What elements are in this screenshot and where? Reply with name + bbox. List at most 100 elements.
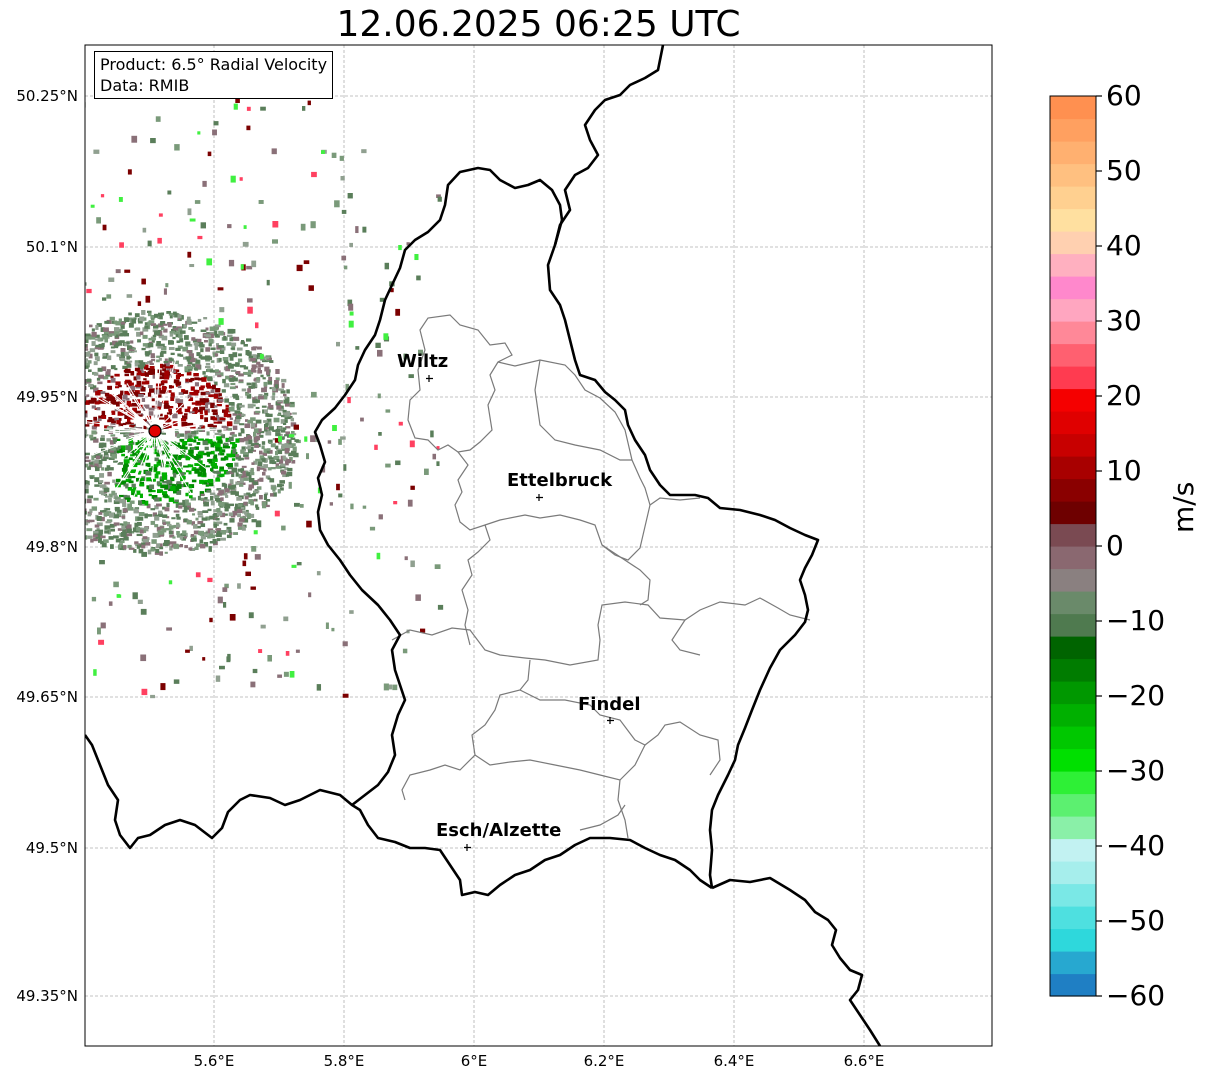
radar-echo xyxy=(123,459,130,464)
radar-echo xyxy=(34,449,38,452)
radar-echo xyxy=(221,449,226,453)
radar-echo xyxy=(272,429,277,432)
radar-echo xyxy=(96,522,103,527)
radar-echo xyxy=(88,353,93,359)
radar-echo xyxy=(281,383,285,388)
radar-echo xyxy=(146,485,151,490)
radar-echo xyxy=(175,381,182,385)
radar-echo xyxy=(242,241,249,247)
radar-echo xyxy=(34,374,38,377)
radar-echo xyxy=(115,438,121,441)
radar-echo xyxy=(138,500,143,506)
radar-echo xyxy=(220,457,226,461)
colorbar-tick-50: 50 xyxy=(1106,154,1142,187)
radar-echo xyxy=(89,348,96,353)
radar-echo xyxy=(148,467,153,472)
radar-echo xyxy=(150,353,155,359)
radar-echo xyxy=(398,421,403,426)
radar-echo xyxy=(144,322,149,326)
colorbar-segment xyxy=(1050,838,1096,862)
radar-echo xyxy=(167,523,172,527)
radar-echo xyxy=(148,320,155,324)
colorbar-tick-neg30: −30 xyxy=(1106,754,1166,787)
radar-echo xyxy=(121,532,127,537)
radar-echo xyxy=(91,455,95,461)
radar-echo xyxy=(164,414,169,418)
radar-echo xyxy=(271,461,276,465)
radar-echo xyxy=(90,397,97,403)
radar-echo xyxy=(141,347,146,351)
radar-echo xyxy=(58,474,62,477)
radar-echo xyxy=(254,435,260,441)
radar-echo xyxy=(114,417,119,421)
radar-echo xyxy=(247,298,253,303)
radar-echo xyxy=(230,175,236,183)
radar-echo xyxy=(32,381,37,384)
radar-clutter-ray xyxy=(102,398,156,432)
radar-echo xyxy=(191,479,197,483)
radar-echo xyxy=(349,311,354,316)
colorbar-segment xyxy=(1050,298,1096,322)
radar-echo xyxy=(58,485,63,489)
radar-echo xyxy=(204,340,208,343)
radar-echo xyxy=(261,405,267,408)
radar-echo xyxy=(189,264,195,268)
radar-echo xyxy=(103,487,110,493)
colorbar-tick-0: 0 xyxy=(1106,529,1124,562)
radar-echo xyxy=(216,521,223,525)
radar-echo xyxy=(267,379,273,385)
radar-echo xyxy=(110,365,116,370)
radar-echo xyxy=(42,444,48,447)
radar-echo xyxy=(218,393,222,397)
radar-echo xyxy=(77,366,82,370)
radar-echo xyxy=(377,393,381,399)
radar-echo xyxy=(229,337,234,342)
radar-echo xyxy=(197,235,203,240)
radar-echo xyxy=(158,372,165,376)
radar-echo xyxy=(285,431,289,435)
radar-echo xyxy=(69,371,75,375)
radar-echo xyxy=(141,310,146,315)
radar-echo xyxy=(154,516,160,521)
radar-echo xyxy=(21,449,25,453)
radar-echo xyxy=(349,242,353,248)
radar-echo xyxy=(150,435,154,440)
radar-echo xyxy=(225,437,231,442)
radar-echo xyxy=(265,475,271,479)
radar-echo xyxy=(240,449,245,454)
radar-echo xyxy=(104,451,109,456)
city-label-esch-alzette: Esch/Alzette xyxy=(436,820,562,841)
radar-echo xyxy=(113,438,118,443)
radar-echo xyxy=(163,360,169,364)
radar-echo xyxy=(80,499,85,502)
lon-label-6-4: 6.4°E xyxy=(713,1052,755,1070)
radar-echo xyxy=(225,404,229,408)
radar-echo xyxy=(85,396,87,401)
radar-echo xyxy=(65,418,69,420)
radar-echo xyxy=(90,538,94,543)
radar-echo xyxy=(58,515,62,520)
radar-echo xyxy=(64,430,69,433)
radar-echo xyxy=(196,453,202,459)
radar-echo xyxy=(194,377,200,381)
radar-echo xyxy=(268,457,275,460)
radar-echo xyxy=(39,317,45,324)
radar-echo xyxy=(369,526,376,531)
radar-echo xyxy=(166,502,170,508)
radar-echo xyxy=(96,516,102,521)
radar-echo xyxy=(15,416,19,418)
radar-echo xyxy=(271,148,277,155)
radar-echo xyxy=(122,503,127,507)
radar-echo xyxy=(85,508,87,512)
radar-echo xyxy=(77,422,83,427)
radar-echo xyxy=(69,443,74,446)
radar-echo xyxy=(213,454,218,459)
radar-echo xyxy=(216,358,221,363)
radar-echo xyxy=(140,501,145,505)
radar-echo xyxy=(147,392,152,397)
radar-echo xyxy=(224,410,228,415)
radar-echo xyxy=(209,326,216,331)
radar-echo xyxy=(110,346,115,349)
radar-echo xyxy=(142,459,146,463)
radar-echo xyxy=(259,450,263,455)
